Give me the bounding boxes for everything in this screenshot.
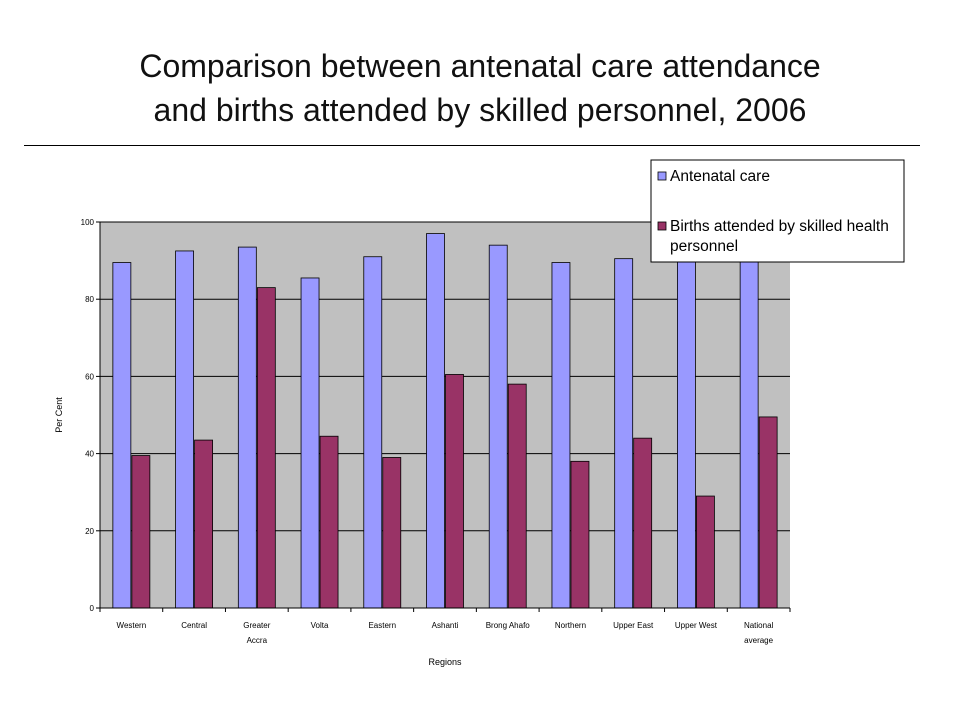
y-axis-title: Per Cent [54,397,64,433]
bar-antenatal-care-9 [677,256,696,609]
x-tick-label: Western [117,621,147,630]
bar-skilled-births-8 [633,437,653,609]
y-tick-label: 60 [85,372,94,381]
bar-skilled-births-4 [382,457,402,609]
x-tick-label: Accra [247,636,268,645]
bar-skilled-births-7 [570,460,590,609]
bar-antenatal-care-6 [488,244,508,609]
bar-skilled-births-3 [319,435,339,609]
legend: Antenatal care Births attended by skilled… [650,159,905,263]
x-tick-label: average [744,636,773,645]
axes [96,221,791,612]
bar-antenatal-care-5 [426,233,445,609]
gridlines [100,221,790,532]
slide-title-line-2: and births attended by skilled personnel… [153,92,807,128]
legend-label-antenatal-care: Antenatal care [670,168,770,185]
x-tick-label: Ashanti [432,621,459,630]
y-tick-labels: 0 20 40 60 80 100 [81,218,95,613]
bars [112,233,778,609]
y-tick-label: 20 [85,527,94,536]
x-tick-labels: Western Central Greater Accra Volta Eastern As… [117,621,774,645]
bar-antenatal-care-7 [551,262,571,609]
bar-skilled-births-0 [131,455,151,609]
y-tick-label: 40 [85,450,94,459]
bar-skilled-births-6 [507,383,527,609]
x-tick-label: National [744,621,774,630]
x-tick-label: Upper East [613,621,654,630]
y-tick-label: 80 [85,295,94,304]
bar-skilled-births-1 [194,439,213,609]
slide-title: Comparison between antenatal care attend… [0,44,960,132]
y-tick-label: 0 [90,604,95,613]
bar-antenatal-care-1 [175,250,194,609]
bar-antenatal-care-8 [614,258,634,609]
bar-skilled-births-5 [445,374,464,609]
bar-skilled-births-9 [696,495,715,609]
legend-box [650,159,905,263]
legend-label-skilled-births: personnel [670,238,738,255]
x-tick-label: Eastern [368,621,396,630]
bar-antenatal-care-10 [739,254,759,609]
x-tick-label: Central [181,621,207,630]
bar-antenatal-care-2 [237,246,257,609]
x-tick-label: Brong Ahafo [486,621,531,630]
x-tick-label: Greater [243,621,270,630]
bar-antenatal-care-3 [300,277,320,609]
legend-swatch-skilled-births [657,221,667,231]
bar-skilled-births-10 [758,416,778,609]
legend-label-skilled-births: Births attended by skilled health [670,218,889,235]
legend-swatch-antenatal-care [657,171,667,181]
bar-skilled-births-2 [256,287,276,609]
x-tick-label: Upper West [675,621,718,630]
bar-antenatal-care-0 [112,262,132,609]
x-axis-title: Regions [428,657,462,667]
y-tick-label: 100 [81,218,95,227]
title-divider [24,145,920,146]
slide-title-line-1: Comparison between antenatal care attend… [139,48,821,84]
bar-antenatal-care-4 [363,256,383,609]
x-tick-label: Volta [311,621,329,630]
plot-area [100,222,790,608]
x-tick-label: Northern [555,621,586,630]
